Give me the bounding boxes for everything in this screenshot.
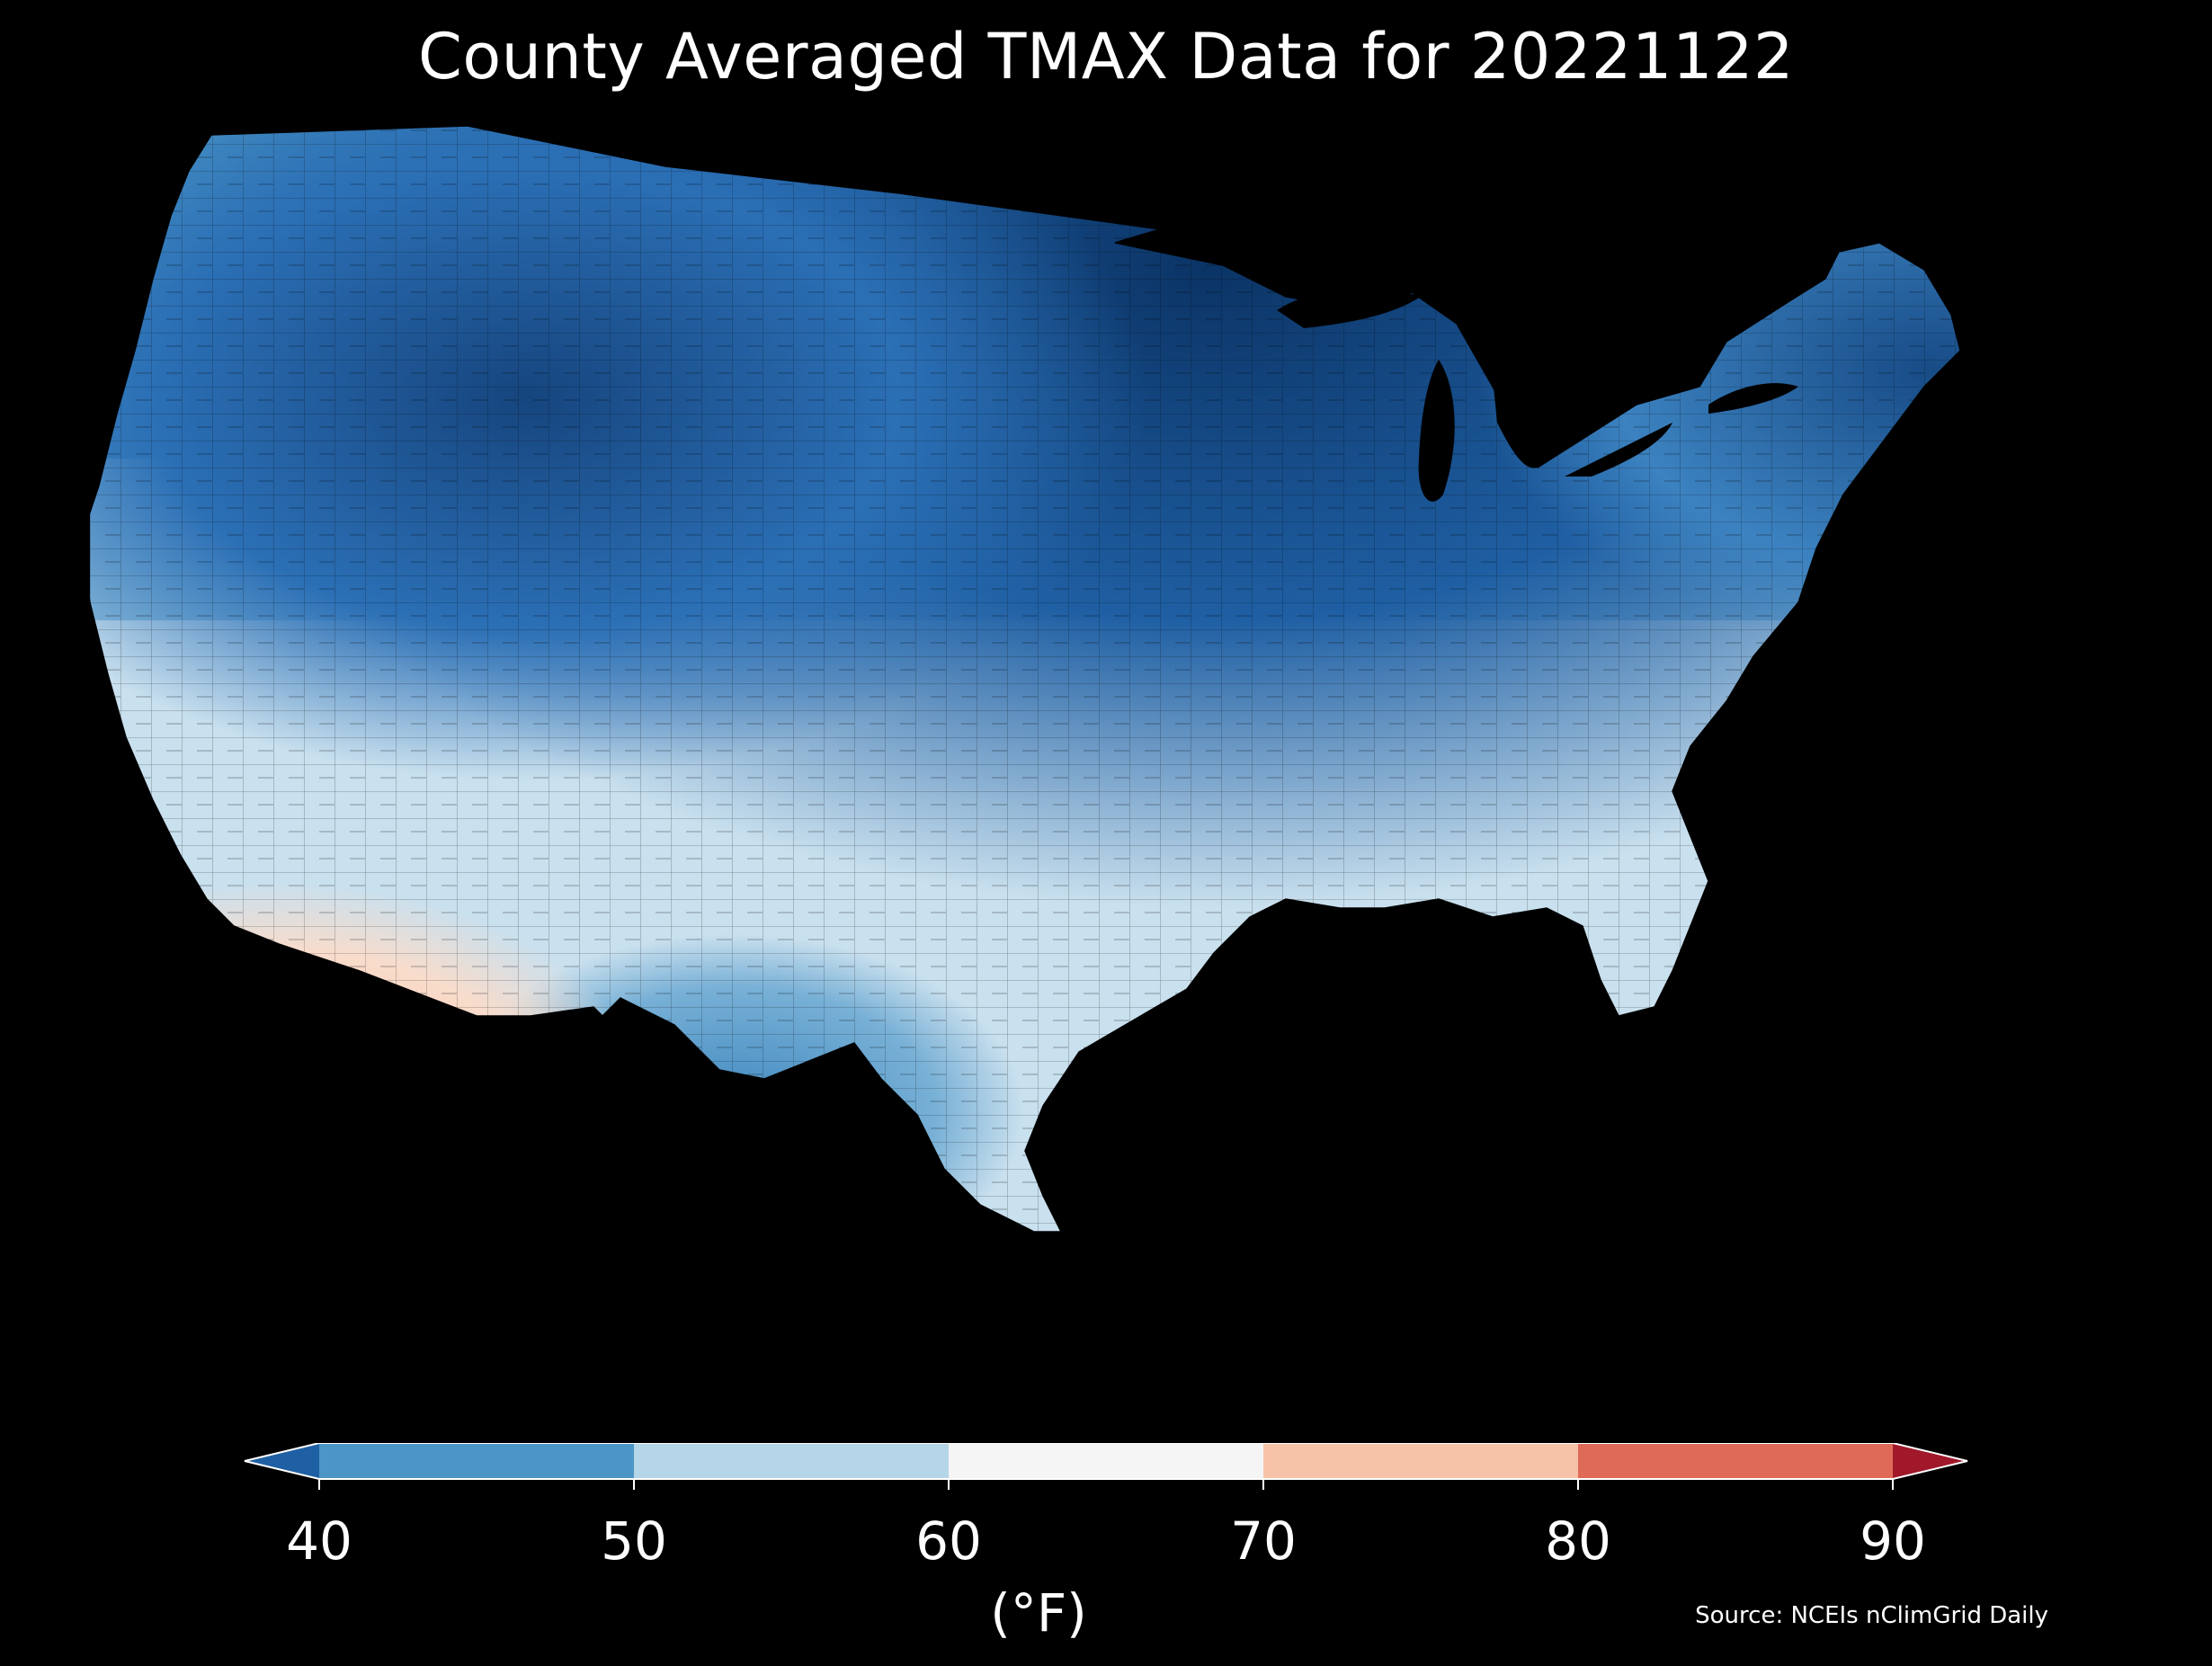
us-county-map [90,125,1961,1233]
page-title: County Averaged TMAX Data for 20221122 [417,20,1795,94]
colorbar-extend-high [1893,1443,1967,1479]
colorbar-bin [319,1443,634,1479]
colorbar-tick-label: 40 [286,1510,352,1572]
map-fill-layer [90,126,1960,1232]
colorbar-tick-label: 90 [1860,1510,1926,1572]
colorbar-bin [634,1443,949,1479]
colorbar-bin [1578,1443,1893,1479]
colorbar-unit-label: (°F) [990,1582,1087,1644]
choropleth-map [90,117,2122,1394]
us-outline [90,125,1961,1233]
colorbar-tick-label: 70 [1230,1510,1297,1572]
colorbar-bin [1263,1443,1578,1479]
source-note: Source: NCEIs nClimGrid Daily [1695,1602,2048,1629]
colorbar-bins [244,1443,1968,1490]
colorbar-bin [949,1443,1263,1479]
colorbar-tick-label: 80 [1545,1510,1611,1572]
colorbar-tick-label: 60 [915,1510,982,1572]
colorbar-tick-label: 50 [601,1510,667,1572]
colorbar [244,1443,1968,1490]
colorbar-extend-low [245,1443,319,1479]
